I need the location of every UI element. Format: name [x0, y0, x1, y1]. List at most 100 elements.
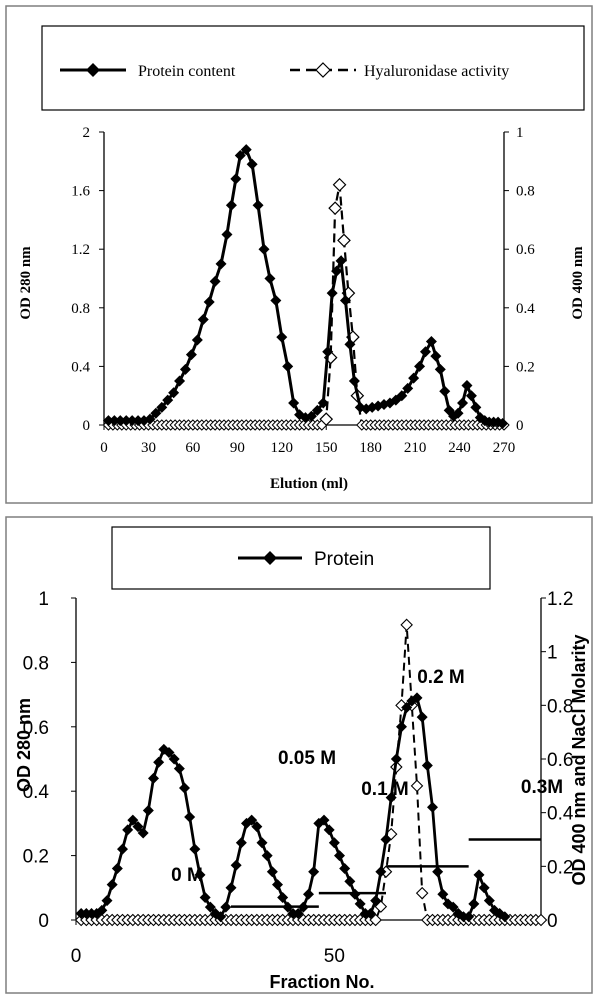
point-protein	[478, 882, 490, 894]
y2-tick-label: 0.2	[547, 857, 573, 878]
point-protein-content	[402, 382, 414, 394]
point-protein-content	[282, 360, 294, 372]
y-tick-label: 0	[83, 418, 91, 434]
point-protein	[148, 772, 159, 784]
point-protein	[256, 837, 268, 849]
point-protein	[184, 811, 196, 823]
point-protein-content	[439, 385, 451, 397]
point-od400	[415, 886, 429, 900]
chart-top-y2-axis-title: OD 400 nm	[570, 246, 586, 320]
chart-top-legend-box	[41, 25, 585, 111]
point-protein-content	[246, 158, 258, 170]
point-protein-content	[132, 415, 144, 427]
y2-tick-label: 0.2	[516, 359, 535, 375]
molarity-annotation: 0 M	[171, 865, 203, 886]
point-protein	[132, 821, 144, 833]
point-protein	[189, 843, 201, 855]
point-protein	[251, 821, 263, 833]
point-protein-content	[156, 401, 168, 413]
chart-top: Protein content Hyaluronidase activity 0…	[5, 5, 593, 504]
x-tick-label: 30	[141, 440, 156, 456]
point-protein	[473, 869, 485, 881]
point-protein-content	[191, 334, 203, 346]
y-tick-label: 0.4	[23, 782, 50, 803]
point-protein	[153, 756, 165, 768]
point-protein	[427, 801, 438, 813]
chart-bottom-y-axis-title: OD 280 nm	[14, 698, 34, 792]
point-protein	[344, 875, 356, 887]
point-protein-content	[264, 273, 276, 284]
point-protein	[220, 901, 232, 913]
point-protein-content	[452, 407, 464, 419]
point-protein	[106, 879, 118, 891]
point-protein-content	[348, 375, 360, 387]
point-protein-content	[221, 229, 233, 241]
point-protein-content	[326, 287, 338, 299]
x-tick-label: 210	[404, 440, 427, 456]
legend-hyaluronidase-label: Hyaluronidase activity	[364, 63, 509, 80]
point-protein-content	[396, 390, 408, 402]
y-tick-label: 0.4	[71, 359, 90, 375]
point-protein-content	[457, 397, 469, 409]
point-protein	[328, 837, 340, 849]
point-protein-content	[114, 415, 126, 427]
point-protein	[282, 901, 294, 913]
point-protein	[411, 692, 423, 704]
point-protein	[235, 837, 247, 849]
y2-tick-label: 0.8	[547, 696, 573, 717]
point-protein	[246, 814, 258, 826]
point-protein-content	[120, 415, 132, 427]
point-protein	[215, 911, 227, 923]
x-tick-label: 240	[448, 440, 471, 456]
point-protein-content	[430, 350, 442, 362]
point-protein-content	[230, 173, 242, 185]
point-protein	[421, 759, 433, 771]
point-protein	[127, 814, 139, 826]
point-protein-content	[185, 349, 197, 361]
y2-tick-label: 0.6	[547, 750, 573, 771]
point-od400	[534, 913, 548, 927]
point-protein	[468, 898, 480, 910]
y2-tick-label: 0	[547, 911, 558, 932]
point-protein	[416, 711, 428, 723]
x-tick-label: 270	[493, 440, 516, 456]
point-protein	[179, 782, 190, 794]
point-protein-content	[331, 265, 343, 277]
chart-bottom-series	[74, 618, 548, 927]
y-tick-label: 0.8	[71, 301, 90, 317]
chart-bottom-x-axis-title: Fraction No.	[269, 972, 374, 992]
x-tick-label: 60	[185, 440, 200, 456]
point-protein	[447, 901, 459, 913]
point-protein	[437, 888, 449, 900]
x-tick-label: 0	[71, 946, 82, 967]
point-od400	[410, 779, 424, 793]
x-tick-label: 180	[359, 440, 382, 456]
point-protein	[261, 850, 273, 862]
point-protein	[334, 850, 345, 862]
point-hyaluronidase	[319, 412, 334, 426]
y-tick-label: 0.8	[23, 653, 49, 674]
point-protein	[230, 859, 242, 871]
y2-tick-label: 0.8	[516, 184, 535, 200]
point-protein-content	[425, 335, 437, 347]
point-protein-content	[470, 401, 482, 413]
point-protein	[432, 866, 444, 878]
y2-tick-label: 0.6	[516, 242, 535, 258]
point-protein-content	[102, 415, 114, 427]
molarity-annotation: 0.1 M	[361, 779, 409, 800]
point-protein	[292, 908, 304, 920]
point-protein-content	[225, 199, 237, 211]
point-protein-content	[215, 258, 227, 270]
point-protein	[225, 882, 237, 894]
chart-bottom: Protein 0 50 0 0.2 0.4 0.6 0.8 1 0 0.2 0.4 0.6 0.8 1 1…	[5, 516, 593, 994]
point-protein-content	[252, 199, 264, 211]
y2-tick-label: 0	[516, 418, 524, 434]
y-tick-label: 0.2	[23, 847, 49, 868]
point-od400	[374, 900, 388, 913]
y2-tick-label: 1.2	[547, 589, 573, 610]
point-protein-content	[465, 390, 477, 402]
point-protein-content	[317, 397, 329, 409]
chart-top-series	[102, 144, 510, 431]
y-tick-label: 1.2	[71, 242, 90, 258]
